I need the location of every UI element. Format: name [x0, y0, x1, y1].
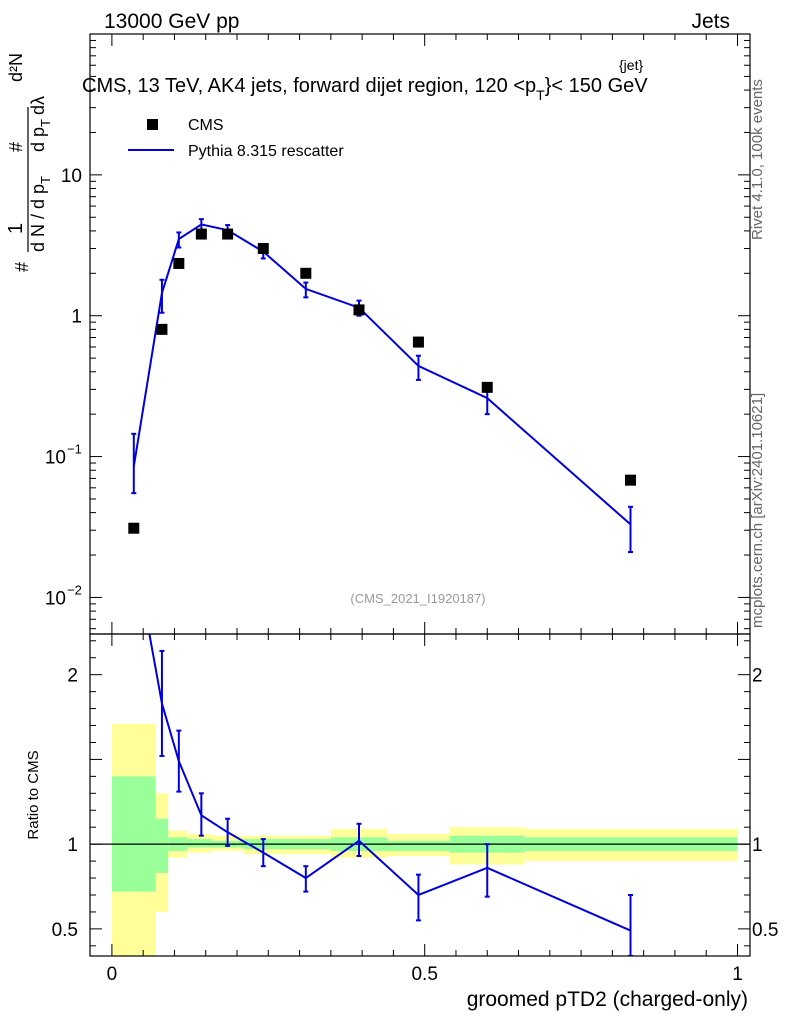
- cms-data-point: [412, 336, 424, 348]
- main-ylabel: # 1 d N / d pT # d pTdλ d²N: [5, 53, 53, 272]
- svg-text:d N / d pT: d N / d pT: [28, 176, 53, 252]
- ratio-y-tick-label-right: 0.5: [752, 920, 778, 941]
- ratio-band-inner: [387, 840, 450, 851]
- ylabel-dlambda: dλ: [28, 96, 48, 115]
- x-tick-label: 1: [732, 964, 743, 985]
- ylabel-hash: #: [12, 262, 32, 272]
- ylabel-hash-two: #: [6, 142, 26, 152]
- cms-data-point: [257, 243, 269, 255]
- ratio-y-tick-label-left: 2: [67, 666, 78, 687]
- x-axis-label: groomed pTD2 (charged-only): [467, 988, 748, 1011]
- rivet-version-label: Rivet 4.1.0, 100k events: [749, 79, 766, 240]
- ylabel-dpt: d p: [28, 127, 48, 152]
- cms-data-point: [195, 228, 207, 240]
- title-subscript: T: [536, 87, 545, 103]
- legend-cms-marker: [147, 119, 158, 130]
- plot-title: CMS, 13 TeV, AK4 jets, forward dijet reg…: [82, 57, 648, 103]
- ratio-y-tick-label-right: 2: [752, 666, 763, 687]
- header-energy-label: 13000 GeV pp: [104, 10, 239, 33]
- ylabel-dn-dpt: d N / d p: [28, 184, 48, 252]
- main-y-tick-exponent: −1: [67, 442, 82, 457]
- ylabel-sub-t2: T: [38, 119, 53, 127]
- ratio-panel-frame: [89, 633, 751, 957]
- cms-data-point: [481, 381, 493, 393]
- cms-data-point: [625, 474, 637, 486]
- main-y-tick-exponent: −2: [67, 582, 82, 597]
- mcplots-source-label: mcplots.cern.ch [arXiv:2401.10621]: [749, 393, 766, 628]
- ylabel-one: 1: [5, 223, 27, 234]
- main-y-tick-label: 1: [71, 307, 82, 328]
- legend: CMS Pythia 8.315 rescatter: [128, 117, 344, 160]
- cms-data-point: [222, 228, 234, 240]
- ylabel-d2n: d²N: [6, 53, 26, 82]
- analysis-watermark: (CMS_2021_I1920187): [350, 591, 485, 606]
- cms-data-point: [353, 304, 365, 316]
- main-y-tick-label: 10: [61, 166, 82, 187]
- ratio-ylabel: Ratio to CMS: [25, 750, 42, 839]
- svg-text:CMS, 13 TeV, AK4 jets, forward: CMS, 13 TeV, AK4 jets, forward dijet reg…: [82, 75, 648, 103]
- ratio-band-inner: [111, 776, 156, 892]
- title-text: CMS, 13 TeV, AK4 jets, forward dijet reg…: [82, 75, 536, 97]
- ratio-y-tick-label-left: 0.5: [52, 920, 78, 941]
- cms-data-point: [128, 522, 140, 534]
- x-tick-label: 0.5: [411, 964, 437, 985]
- cms-data-point: [173, 257, 185, 269]
- svg-text:d pTdλ: d pTdλ: [28, 96, 53, 152]
- cms-data-point: [156, 323, 168, 335]
- ratio-y-tick-label-right: 1: [752, 835, 763, 856]
- main-y-tick-label: 10: [45, 448, 66, 469]
- ratio-band-inner: [186, 839, 212, 848]
- legend-pythia-label: Pythia 8.315 rescatter: [188, 143, 344, 160]
- header-jets-label: Jets: [691, 10, 730, 33]
- title-end: }< 150 GeV: [545, 75, 649, 97]
- title-superscript: {jet}: [619, 57, 643, 73]
- ratio-y-tick-label-left: 1: [67, 835, 78, 856]
- ylabel-sub-t1: T: [38, 176, 53, 184]
- ratio-band-inner: [155, 818, 169, 873]
- x-tick-label: 0: [107, 964, 118, 985]
- cms-data-point: [300, 267, 312, 279]
- legend-cms-label: CMS: [188, 117, 224, 134]
- main-y-tick-label: 10: [45, 588, 66, 609]
- pythia-line: [132, 223, 632, 526]
